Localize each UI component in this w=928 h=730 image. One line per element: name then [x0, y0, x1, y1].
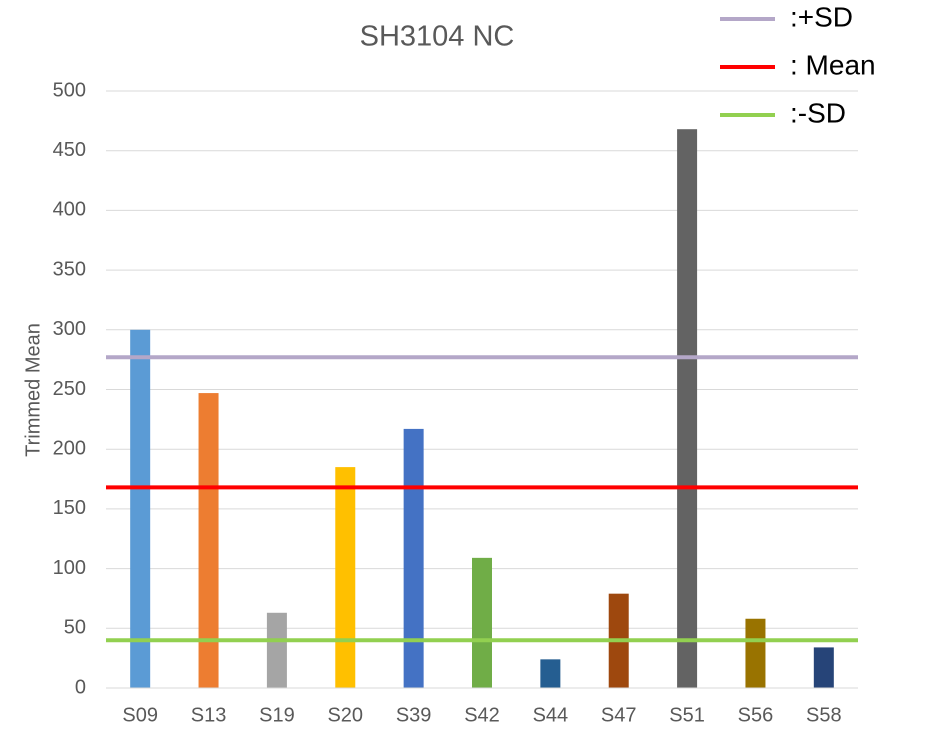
x-tick-label: S42 — [464, 704, 500, 726]
x-tick-label: S19 — [259, 704, 295, 726]
y-tick-label: 50 — [64, 617, 86, 639]
legend-label: :+SD — [790, 1, 853, 32]
x-tick-label: S39 — [396, 704, 432, 726]
legend-label: :-SD — [790, 97, 846, 128]
bar — [335, 467, 356, 688]
chart-title: SH3104 NC — [360, 21, 515, 53]
y-tick-label: 100 — [53, 557, 86, 579]
y-tick-label: 450 — [53, 139, 86, 161]
x-tick-label: S09 — [122, 704, 158, 726]
bar — [745, 618, 766, 688]
y-tick-label: 150 — [53, 497, 86, 519]
x-tick-label: S56 — [738, 704, 774, 726]
bar — [198, 393, 219, 688]
bar — [403, 428, 424, 688]
x-tick-label: S20 — [327, 704, 363, 726]
y-tick-label: 0 — [75, 676, 86, 698]
x-tick-label: S47 — [601, 704, 637, 726]
y-tick-label: 300 — [53, 318, 86, 340]
y-tick-label: 250 — [53, 378, 86, 400]
y-tick-label: 400 — [53, 199, 86, 221]
y-tick-label: 500 — [53, 79, 86, 101]
bar — [677, 129, 698, 688]
y-axis-label: Trimmed Mean — [22, 323, 44, 457]
x-tick-label: S51 — [669, 704, 705, 726]
bar — [266, 612, 287, 688]
legend-label: : Mean — [790, 49, 876, 80]
x-tick-label: S13 — [191, 704, 227, 726]
x-tick-label: S58 — [806, 704, 842, 726]
bar — [130, 329, 151, 688]
bar — [813, 647, 834, 688]
y-tick-label: 200 — [53, 437, 86, 459]
bar — [540, 659, 561, 688]
bar — [472, 557, 492, 688]
y-tick-label: 350 — [53, 258, 86, 280]
x-tick-label: S44 — [533, 704, 569, 726]
